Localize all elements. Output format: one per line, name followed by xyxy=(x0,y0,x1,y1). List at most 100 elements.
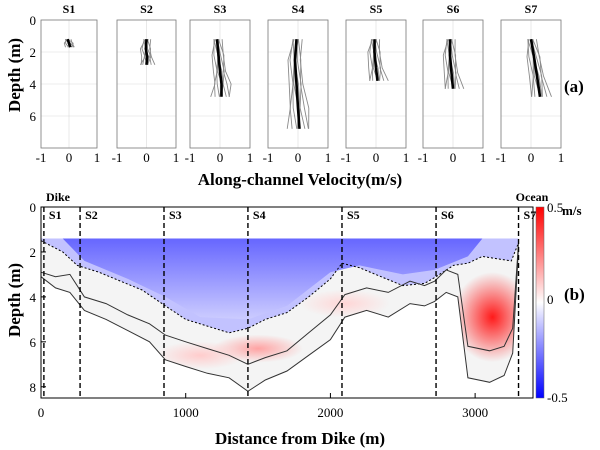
panel-b-section: 0.5 0 -0.5 S1 S2 S3 S4 S5 S6 S7 0 1000 2000 3000 0 2 4 6 8 xyxy=(30,200,568,420)
ocean-label: Ocean xyxy=(516,190,549,204)
flood-core xyxy=(452,272,519,363)
profile-x-tick-label: 0 xyxy=(295,150,302,165)
mean-profile-line xyxy=(373,39,379,81)
profile-x-tick-label: 1 xyxy=(558,150,565,165)
panel-a-y-tick-label: 2 xyxy=(30,45,37,60)
profile-panel-s3: S3 -1 0 1 xyxy=(185,2,254,165)
profile-line xyxy=(378,39,389,81)
profile-line xyxy=(444,39,449,89)
station-label: S1 xyxy=(49,208,62,222)
profile-line xyxy=(149,39,156,65)
profile-x-tick-label: -1 xyxy=(341,150,352,165)
profile-line xyxy=(535,39,552,97)
bed-profile xyxy=(40,247,519,392)
profile-x-tick-label: 0 xyxy=(450,150,457,165)
panel-a-y-tick-label: 6 xyxy=(30,109,37,124)
profile-line xyxy=(140,39,146,66)
profile-panel-s1: S1 -1 0 1 xyxy=(36,2,101,165)
colorbar-tick-label: 0.5 xyxy=(547,200,563,215)
station-title: S2 xyxy=(140,2,153,16)
profile-x-tick-label: 1 xyxy=(247,150,254,165)
profile-x-tick-label: -1 xyxy=(36,150,47,165)
profile-frame xyxy=(40,19,98,149)
profile-line xyxy=(65,39,69,48)
colorbar-unit: m/s xyxy=(562,203,582,218)
station-title: S4 xyxy=(292,2,305,16)
profile-x-tick-label: 1 xyxy=(173,150,180,165)
profile-line xyxy=(527,39,534,97)
profile-line xyxy=(292,39,298,129)
dike-label: Dike xyxy=(46,190,71,204)
mean-profile-line xyxy=(66,38,72,48)
profile-line xyxy=(67,38,74,48)
panel-b-y-tick-label: 0 xyxy=(30,200,37,215)
profile-line xyxy=(296,39,306,129)
profile-frame xyxy=(422,19,484,149)
profile-line xyxy=(221,39,232,97)
profile-x-tick-label: -1 xyxy=(496,150,507,165)
profile-panel-s7: S7 -1 0 1 xyxy=(496,2,565,165)
profile-line xyxy=(375,39,385,81)
profile-x-tick-label: 0 xyxy=(143,150,150,165)
profile-line xyxy=(210,39,216,97)
profile-panel-s2: S2 -1 0 1 xyxy=(112,2,180,165)
profile-line xyxy=(286,39,295,129)
profile-x-tick-label: -1 xyxy=(185,150,196,165)
profile-line xyxy=(70,39,75,48)
profile-x-tick-label: -1 xyxy=(263,150,274,165)
profile-line xyxy=(213,39,220,97)
ebb-core xyxy=(62,238,483,320)
profile-line xyxy=(297,39,309,129)
profile-line xyxy=(532,39,548,97)
profile-x-tick-label: 0 xyxy=(66,150,73,165)
station-label: S2 xyxy=(85,208,98,222)
station-label: S3 xyxy=(169,208,182,222)
panel-b-y-tick-label: 6 xyxy=(30,335,37,350)
profile-x-tick-label: 1 xyxy=(480,150,487,165)
panel-a-y-tick-label: 0 xyxy=(30,13,37,28)
velocity-field xyxy=(41,238,519,392)
mean-profile-line xyxy=(529,38,542,97)
profile-frame xyxy=(500,19,562,149)
profile-x-tick-label: 1 xyxy=(403,150,410,165)
station-title: S7 xyxy=(525,2,538,16)
profile-x-tick-label: 0 xyxy=(528,150,535,165)
inner-bed-profile xyxy=(40,242,519,365)
profile-x-tick-label: -1 xyxy=(418,150,429,165)
profile-x-tick-label: 1 xyxy=(94,150,101,165)
profile-line xyxy=(299,39,310,129)
mean-profile-line xyxy=(144,39,149,65)
profile-x-tick-label: 0 xyxy=(373,150,380,165)
panel-a-profiles: S1 -1 0 1 S2 -1 0 1 S3 -1 0 1 S4 -1 0 1 S5 -1 0 1 S6 -1 0 1 S7 -1… xyxy=(30,2,565,165)
colorbar xyxy=(535,206,545,399)
station-title: S6 xyxy=(447,2,460,16)
profile-line xyxy=(446,39,450,89)
profile-line xyxy=(530,39,543,97)
mean-profile-line xyxy=(215,39,223,97)
station-title: S3 xyxy=(214,2,227,16)
profile-line xyxy=(454,39,465,89)
station-label: S7 xyxy=(524,208,537,222)
panel-b-y-tick-label: 4 xyxy=(30,290,37,305)
panel-b-x-tick-label: 0 xyxy=(38,405,45,420)
profile-line xyxy=(218,39,230,97)
colorbar-tick-label: -0.5 xyxy=(547,390,568,405)
profile-panel-s4: S4 -1 0 1 xyxy=(263,2,332,165)
profile-frame xyxy=(267,19,329,149)
panel-a-label: (a) xyxy=(564,77,584,96)
profile-frame xyxy=(345,19,407,149)
panel-b-x-tick-label: 1000 xyxy=(173,405,199,420)
station-label: S5 xyxy=(347,208,360,222)
profile-line xyxy=(370,39,375,81)
station-title: S1 xyxy=(63,2,76,16)
panel-a-y-tick-label: 4 xyxy=(30,77,37,92)
profile-panel-s5: S5 -1 0 1 xyxy=(341,2,410,165)
panel-a-x-axis-label: Along-channel Velocity(m/s) xyxy=(198,170,402,189)
panel-a-y-axis-label: Depth (m) xyxy=(5,38,24,112)
panel-b-y-axis-label: Depth (m) xyxy=(5,263,24,337)
station-label: S6 xyxy=(441,208,454,222)
panel-b-y-tick-label: 2 xyxy=(30,245,37,260)
profile-x-tick-label: 1 xyxy=(325,150,332,165)
mean-profile-line xyxy=(448,39,455,89)
station-title: S5 xyxy=(370,2,383,16)
